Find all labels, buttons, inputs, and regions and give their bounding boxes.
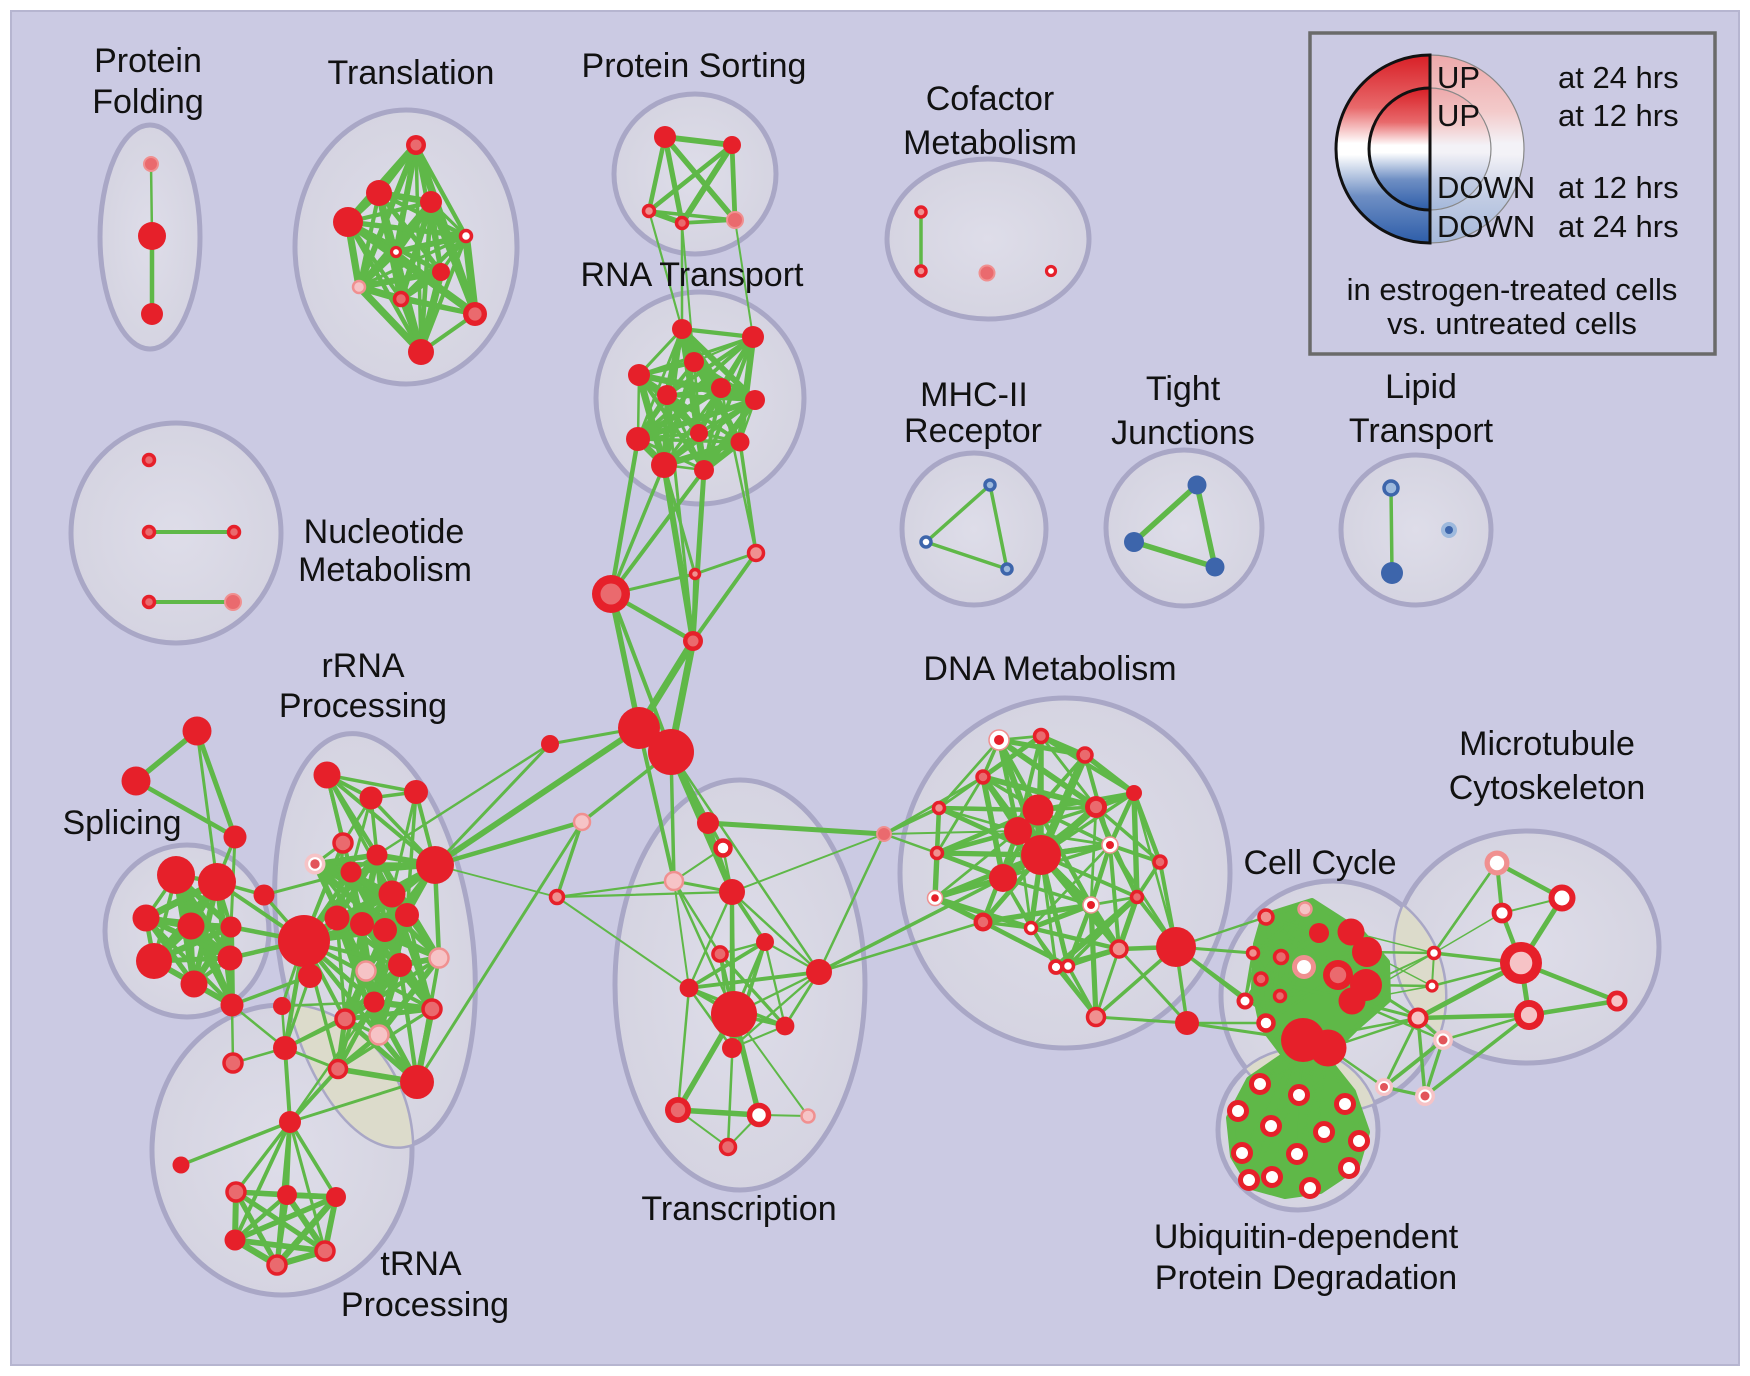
svg-text:at 24 hrs: at 24 hrs [1558,209,1679,244]
svg-text:MHC-II: MHC-II [920,376,1028,414]
svg-text:Folding: Folding [92,83,204,121]
svg-text:Tight: Tight [1146,370,1221,408]
svg-text:Metabolism: Metabolism [298,551,472,589]
svg-text:Cofactor: Cofactor [926,80,1055,118]
svg-text:RNA Transport: RNA Transport [581,256,805,294]
svg-text:UP: UP [1437,60,1480,95]
svg-text:DNA Metabolism: DNA Metabolism [923,650,1176,688]
svg-text:at 24 hrs: at 24 hrs [1558,60,1679,95]
svg-text:DOWN: DOWN [1437,170,1535,205]
svg-text:Splicing: Splicing [62,804,181,842]
svg-text:Junctions: Junctions [1111,414,1255,452]
svg-text:Ubiquitin-dependent: Ubiquitin-dependent [1154,1218,1459,1256]
svg-text:at 12 hrs: at 12 hrs [1558,170,1679,205]
svg-text:Metabolism: Metabolism [903,124,1077,162]
svg-text:Transport: Transport [1349,412,1494,450]
svg-text:Transcription: Transcription [641,1190,836,1228]
svg-text:Microtubule: Microtubule [1459,725,1635,763]
svg-text:Cytoskeleton: Cytoskeleton [1449,769,1646,807]
svg-text:rRNA: rRNA [321,647,404,685]
svg-text:Cell Cycle: Cell Cycle [1243,844,1396,882]
svg-text:Nucleotide: Nucleotide [304,513,465,551]
svg-text:UP: UP [1437,98,1480,133]
svg-text:Processing: Processing [341,1286,509,1324]
svg-text:DOWN: DOWN [1437,209,1535,244]
svg-text:Protein Degradation: Protein Degradation [1155,1259,1457,1297]
svg-text:Protein: Protein [94,42,202,80]
svg-text:vs. untreated cells: vs. untreated cells [1387,306,1637,341]
svg-text:Protein Sorting: Protein Sorting [582,47,807,85]
svg-text:tRNA: tRNA [380,1245,462,1283]
svg-text:in estrogen-treated cells: in estrogen-treated cells [1347,272,1678,307]
svg-text:Lipid: Lipid [1385,368,1457,406]
svg-text:at 12 hrs: at 12 hrs [1558,98,1679,133]
svg-text:Translation: Translation [328,54,495,92]
svg-text:Processing: Processing [279,687,447,725]
svg-text:Receptor: Receptor [904,412,1042,450]
